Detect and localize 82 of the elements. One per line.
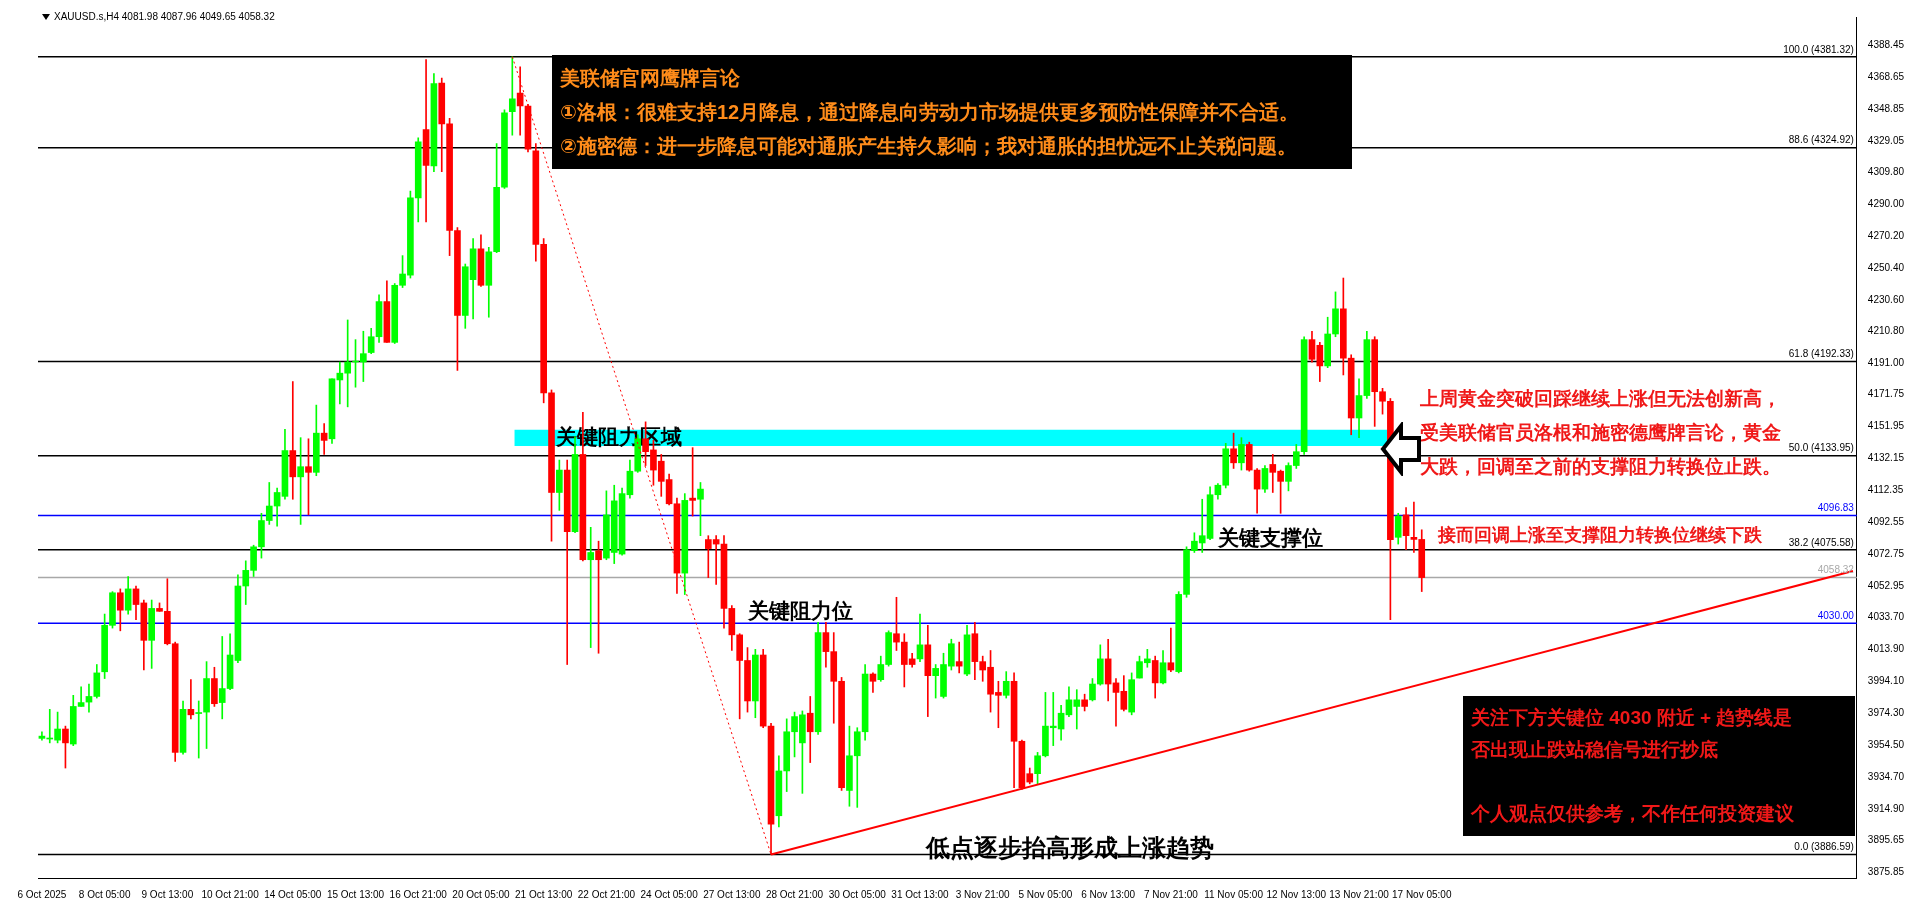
y-tick-label: 4112.35 [1867,484,1904,496]
candlestick [195,700,203,759]
x-tick-label: 27 Oct 13:00 [703,888,761,900]
y-tick-label: 4210.80 [1867,325,1905,337]
y-tick-label: 4388.45 [1867,39,1905,51]
x-tick-label: 15 Oct 13:00 [326,888,385,900]
ref-line-label: 38.2 (4075.58) [1788,536,1854,548]
annotation: 接而回调上涨至支撑阻力转换位继续下跌 [1438,524,1762,547]
ref-line-label: 0.0 (3886.59) [1794,841,1854,853]
y-tick-label: 3895.65 [1867,833,1905,845]
annotation: ②施密德：进一步降息可能对通胀产生持久影响；我对通胀的担忧远不止关税问题。 [560,134,1298,159]
x-tick-label: 20 Oct 05:00 [452,888,511,900]
ref-line-label: 50.0 (4133.95) [1788,442,1854,454]
y-tick-label: 4013.90 [1867,642,1905,654]
annotation: 上周黄金突破回踩继续上涨但无法创新高， [1420,387,1781,411]
x-tick-label: 16 Oct 21:00 [389,888,448,900]
y-tick-label: 4171.75 [1867,388,1905,400]
y-tick-label: 4191.00 [1867,357,1905,369]
annotation: 关注下方关键位 4030 附近 + 趋势线是 [1471,706,1794,730]
annotation: 关键支撑位 [1218,525,1323,551]
ref-line-label: 4058.32 [1817,564,1855,576]
y-tick-label: 4132.15 [1867,452,1905,464]
y-tick-label: 4151.95 [1867,420,1905,432]
annotation: 美联储官网鹰牌言论 [560,66,741,91]
ref-line-label: 61.8 (4192.33) [1788,348,1854,360]
x-tick-label: 3 Nov 21:00 [955,888,1011,900]
y-tick-label: 4270.20 [1867,229,1905,241]
annotation: 大跌，回调至之前的支撑阻力转换位止跌。 [1420,455,1781,479]
annotation: 关键阻力位 [748,598,853,624]
x-tick-label: 13 Nov 21:00 [1329,888,1390,900]
x-tick-label: 6 Nov 13:00 [1081,888,1136,900]
x-tick-label: 14 Oct 05:00 [264,888,322,900]
text-box: 美联储官网鹰牌言论 ①洛根：很难支持12月降息，通过降息向劳动力市场提供更多预防性保障并不合适。 ②施密德：进一步降息可能对通胀产生持久影响；我对通胀的担忧远不止关税问题。 [552,55,1352,169]
x-tick-label: 7 Nov 21:00 [1143,888,1199,900]
ref-line-label: 100.0 (4381.32) [1783,43,1854,55]
y-tick-label: 3914.90 [1867,802,1905,814]
candlestick [1167,627,1175,672]
y-tick-label: 3875.85 [1867,865,1905,877]
x-tick-label: 17 Nov 05:00 [1391,888,1452,900]
y-tick-label: 4072.75 [1867,548,1905,560]
x-tick-label: 21 Oct 13:00 [515,888,573,900]
annotation: 否出现止跌站稳信号进行抄底 [1471,738,1719,762]
y-tick-label: 4033.70 [1867,611,1905,623]
x-tick-label: 30 Oct 05:00 [828,888,887,900]
y-tick-label: 4250.40 [1867,261,1905,273]
x-tick-label: 31 Oct 13:00 [891,888,950,900]
y-tick-label: 3994.10 [1867,674,1905,686]
x-tick-label: 28 Oct 21:00 [765,888,824,900]
annotation: 受美联储官员洛根和施密德鹰牌言论，黄金 [1420,421,1781,445]
chart-title: XAUUSD.s,H4 4081.98 4087.96 4049.65 4058.32 [54,11,275,22]
ref-line-label: 88.6 (4324.92) [1788,134,1854,146]
y-tick-label: 4092.55 [1867,516,1905,528]
candlestick [508,56,516,136]
y-tick-label: 4368.65 [1867,70,1905,82]
x-tick-label: 24 Oct 05:00 [640,888,699,900]
y-tick-label: 4309.80 [1867,165,1905,177]
y-tick-label: 4329.05 [1867,134,1905,146]
x-tick-label: 8 Oct 05:00 [78,888,131,900]
x-tick-label: 12 Nov 13:00 [1266,888,1327,900]
candlestick [955,641,963,674]
y-tick-label: 4230.60 [1867,293,1905,305]
ref-line-label: 4030.00 [1817,610,1855,621]
x-tick-label: 5 Nov 05:00 [1018,888,1073,900]
annotation: 个人观点仅供参考，不作任何投资建议 [1471,802,1795,826]
annotation: ①洛根：很难支持12月降息，通过降息向劳动力市场提供更多预防性保障并不合适。 [560,100,1301,125]
y-tick-label: 4348.85 [1867,102,1905,114]
text-box: 关注下方关键位 4030 附近 + 趋势线是 否出现止跌站稳信号进行抄底 个人观点仅供参考，不作任何投资建议 [1463,696,1855,836]
x-tick-label: 9 Oct 13:00 [141,888,194,900]
candlestick [587,526,595,648]
x-tick-label: 22 Oct 21:00 [577,888,636,900]
x-tick-label: 6 Oct 2025 [17,888,67,900]
x-tick-label: 10 Oct 21:00 [201,888,260,900]
y-tick-label: 4052.95 [1867,579,1905,591]
y-tick-label: 3934.70 [1867,770,1905,782]
candlestick [289,381,297,500]
candlestick [422,59,430,223]
y-tick-label: 4290.00 [1867,197,1905,209]
x-tick-label: 11 Nov 05:00 [1204,888,1264,900]
ref-line-label: 4096.83 [1817,502,1855,514]
candlestick [320,423,328,455]
y-tick-label: 3974.30 [1867,706,1905,718]
y-tick-label: 3954.50 [1867,738,1905,750]
